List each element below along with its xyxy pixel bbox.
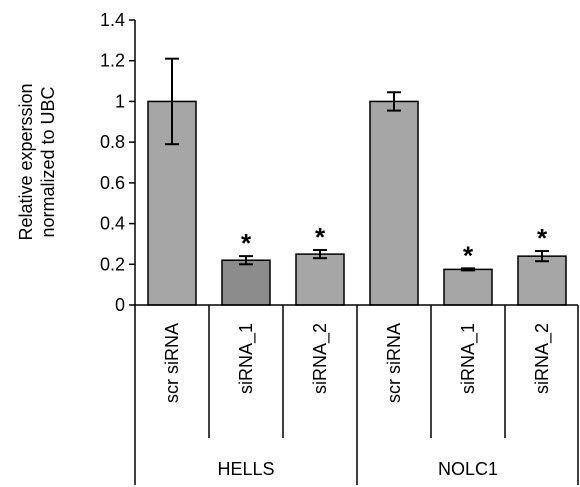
x-category-label: scr siRNA	[162, 323, 182, 403]
bar	[369, 100, 419, 306]
y-tick-label: 0.8	[100, 132, 125, 152]
y-axis: 0 0.2 0.4 0.6 0.8 1 1.2 1.4	[100, 10, 136, 315]
y-axis-label-line: Relative experssion	[16, 83, 36, 240]
bar	[517, 255, 567, 306]
x-axis: scr siRNA siRNA_1 siRNA_2 scr siRNA siRNA_1 s…	[134, 304, 579, 485]
x-category-label: siRNA_1	[458, 323, 479, 394]
y-tick-label: 0.2	[100, 254, 125, 274]
y-tick-label: 1.2	[100, 51, 125, 71]
y-axis-label: Relative experssion normalized to UBC	[16, 83, 58, 240]
y-tick-label: 0.4	[100, 214, 125, 234]
bar	[221, 259, 271, 306]
significance-marker: *	[463, 240, 474, 270]
x-category-label: siRNA_1	[236, 323, 257, 394]
y-axis-label-text: Relative experssion normalized to UBC	[16, 83, 58, 240]
bar	[295, 253, 345, 306]
x-group-label: HELLS	[217, 459, 274, 479]
x-category-label: siRNA_2	[532, 323, 553, 394]
significance-marker: *	[537, 223, 548, 253]
y-tick-label: 1.4	[100, 10, 125, 30]
y-tick-label: 0	[115, 295, 125, 315]
x-group-label: NOLC1	[438, 459, 498, 479]
significance-marker: *	[241, 228, 252, 258]
bar	[443, 268, 493, 306]
x-category-label: siRNA_2	[310, 323, 331, 394]
y-tick-label: 1	[115, 91, 125, 111]
bars: * * * *	[147, 57, 567, 306]
y-tick-label: 0.6	[100, 173, 125, 193]
significance-marker: *	[315, 222, 326, 252]
x-category-label: scr siRNA	[384, 323, 404, 403]
y-axis-label-line: normalized to UBC	[38, 86, 58, 237]
